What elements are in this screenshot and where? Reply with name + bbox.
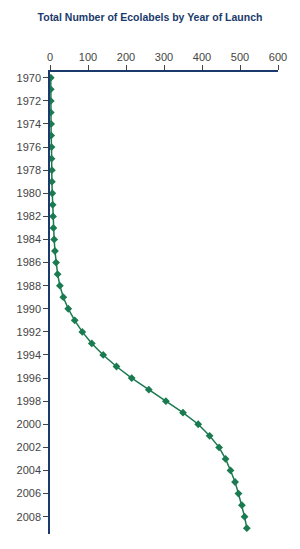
svg-text:500: 500 bbox=[231, 51, 249, 63]
svg-text:1990: 1990 bbox=[17, 303, 41, 315]
svg-text:1998: 1998 bbox=[17, 395, 41, 407]
svg-text:100: 100 bbox=[79, 51, 97, 63]
svg-text:300: 300 bbox=[155, 51, 173, 63]
svg-text:600: 600 bbox=[269, 51, 287, 63]
svg-text:1972: 1972 bbox=[17, 95, 41, 107]
svg-text:1984: 1984 bbox=[17, 233, 41, 245]
svg-text:2002: 2002 bbox=[17, 441, 41, 453]
svg-text:400: 400 bbox=[193, 51, 211, 63]
svg-text:1976: 1976 bbox=[17, 141, 41, 153]
svg-text:1982: 1982 bbox=[17, 210, 41, 222]
svg-text:2006: 2006 bbox=[17, 487, 41, 499]
svg-text:Total Number of Ecolabels by Y: Total Number of Ecolabels by Year of Lau… bbox=[38, 11, 263, 23]
svg-text:0: 0 bbox=[47, 51, 53, 63]
svg-text:1974: 1974 bbox=[17, 118, 41, 130]
svg-text:2000: 2000 bbox=[17, 418, 41, 430]
svg-text:1996: 1996 bbox=[17, 372, 41, 384]
svg-text:2008: 2008 bbox=[17, 511, 41, 523]
svg-text:1986: 1986 bbox=[17, 256, 41, 268]
svg-text:1970: 1970 bbox=[17, 72, 41, 84]
svg-text:1978: 1978 bbox=[17, 164, 41, 176]
svg-text:1988: 1988 bbox=[17, 280, 41, 292]
svg-text:200: 200 bbox=[117, 51, 135, 63]
svg-text:2004: 2004 bbox=[17, 464, 41, 476]
svg-text:1992: 1992 bbox=[17, 326, 41, 338]
svg-text:1994: 1994 bbox=[17, 349, 41, 361]
svg-text:1980: 1980 bbox=[17, 187, 41, 199]
